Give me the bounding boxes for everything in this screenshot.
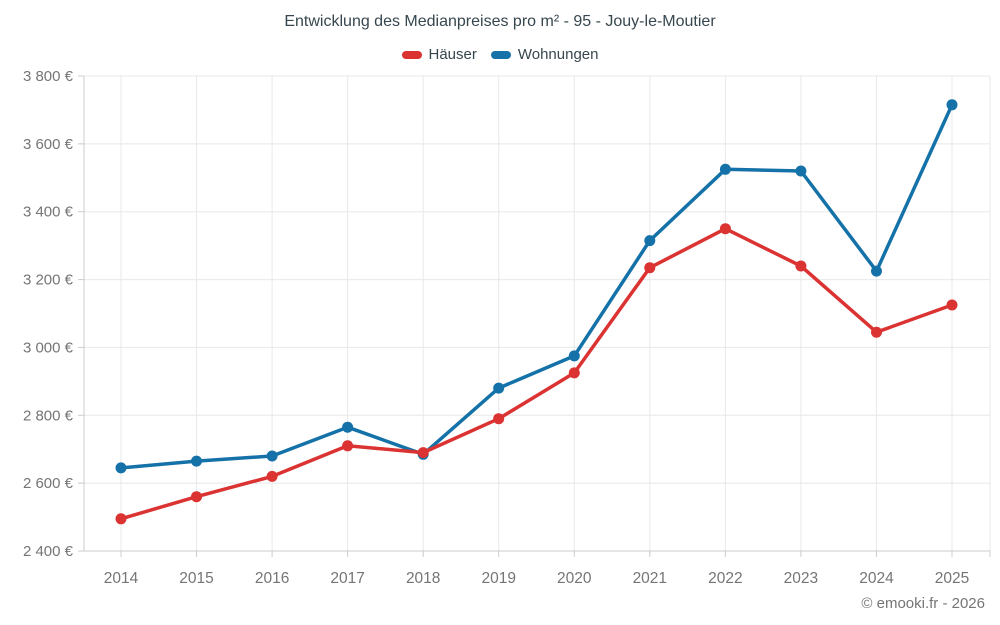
x-tick-label: 2021 <box>633 570 667 587</box>
series-line-häuser <box>119 226 954 521</box>
data-point-häuser-2023[interactable] <box>795 260 807 272</box>
x-tick-label: 2017 <box>330 570 364 587</box>
data-point-häuser-2018[interactable] <box>417 447 429 459</box>
x-tick-label: 2014 <box>104 570 139 587</box>
data-point-häuser-2025[interactable] <box>946 299 958 311</box>
x-tick-label: 2022 <box>708 570 742 587</box>
data-point-häuser-2024[interactable] <box>871 326 882 338</box>
x-tick-label: 2018 <box>406 570 440 587</box>
credit-footer: © emooki.fr - 2026 <box>861 595 985 612</box>
chart-legend: Häuser Wohnungen <box>0 46 1000 63</box>
data-point-wohnungen-2017[interactable] <box>342 421 354 433</box>
x-tick-label: 2019 <box>481 570 515 587</box>
legend-label-haeuser: Häuser <box>428 46 477 63</box>
data-point-häuser-2022[interactable] <box>719 223 731 235</box>
data-point-wohnungen-2022[interactable] <box>719 163 731 175</box>
data-point-häuser-2016[interactable] <box>266 470 278 482</box>
data-point-wohnungen-2023[interactable] <box>795 165 807 177</box>
y-tick-label: 3 600 € <box>23 136 74 153</box>
data-point-häuser-2021[interactable] <box>644 262 656 274</box>
x-tick-label: 2025 <box>935 570 969 587</box>
data-point-wohnungen-2025[interactable] <box>946 99 958 111</box>
y-tick-label: 2 400 € <box>23 543 74 560</box>
x-tick-label: 2020 <box>557 570 592 587</box>
data-point-wohnungen-2019[interactable] <box>493 382 505 394</box>
data-point-wohnungen-2020[interactable] <box>568 350 580 362</box>
legend-item-wohnungen[interactable]: Wohnungen <box>490 46 599 63</box>
data-point-häuser-2020[interactable] <box>568 367 580 379</box>
haeuser-swatch-icon <box>401 50 422 59</box>
legend-label-wohnungen: Wohnungen <box>517 46 599 63</box>
wohnungen-swatch-icon <box>490 50 511 59</box>
x-tick-label: 2016 <box>255 570 289 587</box>
data-point-wohnungen-2014[interactable] <box>115 462 127 474</box>
y-tick-label: 3 800 € <box>23 68 74 85</box>
data-point-wohnungen-2024[interactable] <box>871 265 882 277</box>
data-point-häuser-2017[interactable] <box>342 440 354 452</box>
x-tick-label: 2023 <box>784 570 818 587</box>
x-tick-label: 2024 <box>859 570 894 587</box>
data-point-wohnungen-2015[interactable] <box>191 455 202 467</box>
y-tick-label: 3 200 € <box>23 272 74 289</box>
y-tick-label: 2 600 € <box>23 475 74 492</box>
data-point-häuser-2015[interactable] <box>191 491 202 503</box>
x-tick-label: 2015 <box>179 570 213 587</box>
series-line-wohnungen <box>119 103 954 470</box>
data-point-häuser-2014[interactable] <box>115 513 127 525</box>
y-tick-label: 3 400 € <box>23 204 74 221</box>
y-tick-label: 3 000 € <box>23 339 74 356</box>
legend-item-haeuser[interactable]: Häuser <box>401 46 477 63</box>
chart-title: Entwicklung des Medianpreises pro m² - 9… <box>284 13 716 30</box>
data-point-wohnungen-2016[interactable] <box>266 450 278 462</box>
y-tick-label: 2 800 € <box>23 407 74 424</box>
data-point-häuser-2019[interactable] <box>493 413 505 425</box>
data-point-wohnungen-2021[interactable] <box>644 235 656 247</box>
